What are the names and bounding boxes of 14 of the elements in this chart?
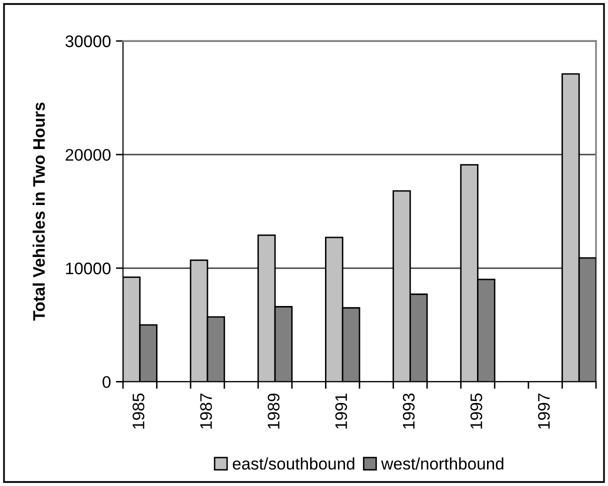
- x-tick-label: 1993: [402, 394, 415, 429]
- x-tick-label: 1991: [335, 394, 348, 429]
- x-tick-label: 1987: [200, 394, 212, 429]
- x-tick-label: 1997: [538, 394, 550, 429]
- x-tick-label: 1985: [132, 394, 144, 429]
- legend-label: west/northbound: [381, 457, 504, 470]
- y-tick-label: 10000: [66, 262, 111, 274]
- x-tick-label: 1989: [268, 394, 280, 429]
- y-tick-label: 30000: [65, 35, 111, 48]
- y-axis-title: Total Vehicles in Two Hours: [32, 102, 45, 321]
- y-tick-label: 0: [102, 376, 111, 388]
- y-tick-label: 20000: [66, 148, 111, 161]
- legend-label: east/southbound: [232, 457, 354, 470]
- x-tick-label: 1995: [470, 394, 482, 429]
